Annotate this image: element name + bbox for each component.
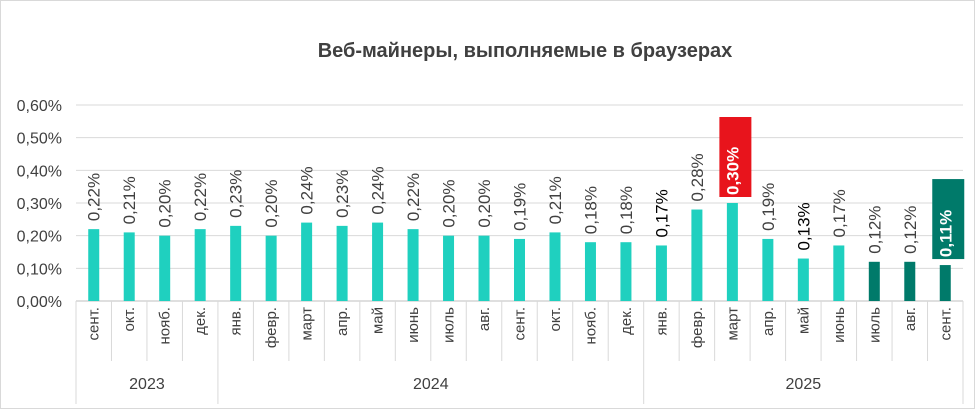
x-tick-label: июль — [441, 307, 458, 343]
x-tick-label: апр. — [334, 307, 351, 336]
data-label: 0,18% — [617, 186, 636, 234]
data-label: 0,23% — [227, 170, 246, 218]
bar — [655, 245, 667, 301]
data-label: 0,24% — [298, 166, 317, 214]
bar — [372, 222, 384, 301]
x-tick-label: дек. — [192, 307, 209, 335]
year-label: 2025 — [786, 376, 822, 393]
bar — [833, 245, 845, 301]
x-axis: 2023 2024 2025 сент. окт. нояб. дек. янв. февр. м… — [75, 301, 964, 404]
y-tick-label: 0,10% — [17, 261, 62, 278]
data-label: 0,20% — [262, 179, 281, 227]
bar — [620, 242, 632, 301]
x-tick-label: сент. — [937, 307, 954, 341]
x-tick-label: февр. — [263, 307, 280, 348]
bar — [797, 258, 809, 301]
x-tick-label: авг. — [476, 307, 493, 331]
x-tick-label: июль — [866, 307, 883, 343]
y-tick-label: 0,50% — [17, 131, 62, 148]
data-label: 0,18% — [581, 186, 600, 234]
y-tick-label: 0,30% — [17, 196, 62, 213]
bar — [726, 203, 738, 301]
gridlines — [76, 104, 963, 302]
bar — [443, 235, 455, 301]
bar — [549, 232, 561, 301]
x-tick-label: окт. — [547, 307, 564, 331]
y-tick-label: 0,00% — [17, 294, 62, 311]
year-label: 2024 — [413, 376, 449, 393]
bar — [159, 235, 171, 301]
bar — [904, 261, 916, 301]
data-label: 0,21% — [546, 176, 565, 224]
data-label: 0,28% — [688, 153, 707, 201]
data-label: 0,13% — [794, 202, 813, 250]
x-tick-label: сент. — [86, 307, 103, 341]
data-label: 0,12% — [865, 206, 884, 254]
data-label: 0,22% — [404, 173, 423, 221]
x-tick-label: апр. — [760, 307, 777, 336]
x-tick-label: март — [724, 307, 741, 341]
x-tick-label: нояб. — [582, 307, 599, 345]
year-label: 2023 — [129, 376, 165, 393]
bar — [584, 242, 596, 301]
x-tick-label: янв. — [228, 307, 245, 336]
data-label: 0,17% — [830, 189, 849, 237]
x-tick-label: нояб. — [157, 307, 174, 345]
bar — [265, 235, 277, 301]
data-label: 0,23% — [333, 170, 352, 218]
data-label: 0,22% — [85, 173, 104, 221]
data-label: 0,19% — [511, 183, 530, 231]
bars: 0,22% 0,21% 0,20% 0,22% 0,23% 0,20% 0,24% 0,23%… — [85, 117, 965, 301]
bar — [691, 209, 703, 301]
data-label: 0,20% — [475, 179, 494, 227]
bar — [868, 261, 880, 301]
x-tick-label: май — [370, 307, 387, 334]
bar — [123, 232, 135, 301]
x-tick-label: май — [795, 307, 812, 334]
bar — [194, 229, 206, 301]
x-tick-label: дек. — [618, 307, 635, 335]
data-label: 0,17% — [652, 189, 671, 237]
bar — [514, 238, 525, 301]
data-label: 0,11% — [936, 210, 955, 257]
data-label: 0,21% — [120, 176, 139, 224]
bar — [230, 225, 242, 301]
data-label: 0,22% — [191, 173, 210, 221]
data-label-highlight — [932, 179, 965, 260]
data-label: 0,20% — [440, 179, 459, 227]
bar — [336, 225, 348, 301]
data-label-highlight — [719, 117, 752, 197]
x-tick-label: окт. — [121, 307, 138, 331]
bar — [478, 235, 490, 301]
x-tick-label: сент. — [512, 307, 529, 341]
x-tick-label: июнь — [831, 307, 848, 343]
chart-title: Веб-майнеры, выполняемые в браузерах — [318, 40, 733, 62]
bar — [939, 265, 951, 301]
data-label: 0,30% — [723, 147, 742, 195]
data-label: 0,12% — [901, 206, 920, 254]
x-tick-label: авг. — [902, 307, 919, 331]
x-tick-label: февр. — [689, 307, 706, 348]
bar — [88, 229, 100, 301]
y-tick-label: 0,40% — [17, 163, 62, 180]
y-tick-label: 0,20% — [17, 229, 62, 246]
y-axis: 0,00% 0,10% 0,20% 0,30% 0,40% 0,50% 0,60% — [17, 98, 62, 311]
bar — [407, 229, 419, 301]
y-tick-label: 0,60% — [17, 98, 62, 115]
x-tick-label: янв. — [653, 307, 670, 336]
bar — [301, 222, 313, 301]
data-label: 0,24% — [369, 166, 388, 214]
x-tick-label: июнь — [405, 307, 422, 343]
bar — [762, 238, 774, 301]
x-tick-label: март — [299, 307, 316, 341]
data-label: 0,19% — [759, 183, 778, 231]
data-label: 0,20% — [156, 179, 175, 227]
